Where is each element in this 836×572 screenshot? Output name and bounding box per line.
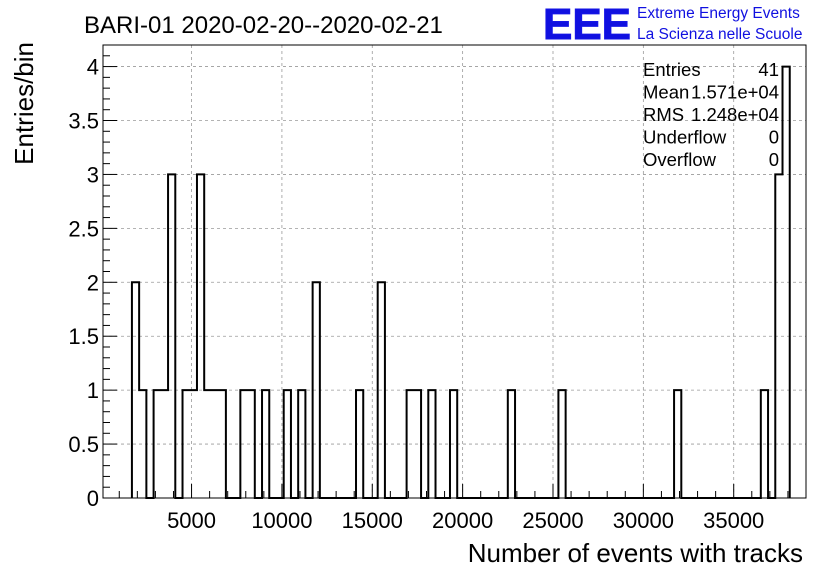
tick-labels: 5000 10000 15000 20000 25000 30000 35000 0 0.5 1 1… (68, 55, 764, 533)
stats-value: 1.248e+04 (691, 104, 779, 125)
logo-line-1: Extreme Energy Events (637, 5, 800, 22)
stats-label: Entries (643, 59, 701, 80)
x-axis-label: Number of events with tracks (468, 538, 803, 568)
logo-line-2: La Scienza nelle Scuole (637, 26, 802, 43)
stats-box: Entries 41 Mean 1.571e+04 RMS 1.248e+04Underf… (643, 59, 779, 170)
stats-label: RMS (643, 104, 684, 125)
x-tick-label: 25000 (522, 508, 583, 533)
y-tick-label: 0.5 (68, 432, 99, 457)
x-tick-label: 20000 (432, 508, 493, 533)
y-tick-label: 2 (87, 270, 99, 295)
x-tick-label: 10000 (251, 508, 312, 533)
logo-mark: EEE (543, 0, 631, 49)
axis-ticks (103, 44, 789, 499)
stats-value: 1.571e+04 (691, 82, 779, 103)
x-tick-label: 15000 (342, 508, 403, 533)
stats-value: 41 (758, 59, 779, 80)
y-tick-label: 1.5 (68, 324, 99, 349)
y-tick-label: 3.5 (68, 109, 99, 134)
x-tick-label: 5000 (167, 508, 216, 533)
y-axis-label: Entries/bin (9, 42, 39, 165)
x-tick-label: 30000 (613, 508, 674, 533)
y-tick-label: 1 (87, 378, 99, 403)
x-tick-label: 35000 (703, 508, 764, 533)
stats-label: Overflow (643, 149, 717, 170)
stats-label: Underflow (643, 127, 727, 148)
y-tick-label: 4 (87, 55, 99, 80)
y-tick-label: 3 (87, 162, 99, 187)
stats-value: 0 (769, 127, 779, 148)
eee-logo: EEE Extreme Energy Events La Scienza nel… (543, 0, 803, 50)
stats-label: Mean (643, 82, 689, 103)
stats-value: 0 (769, 149, 779, 170)
y-tick-label: 2.5 (68, 216, 99, 241)
chart-title: BARI-01 2020-02-20--2020-02-21 (84, 12, 443, 39)
y-tick-label: 0 (87, 486, 99, 511)
